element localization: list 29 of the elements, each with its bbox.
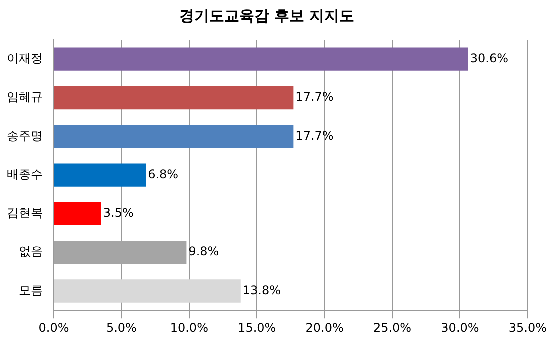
- y-tick-label: 김현복: [7, 206, 43, 220]
- data-label: 13.8%: [242, 283, 281, 298]
- data-label: 30.6%: [470, 51, 508, 66]
- data-label: 17.7%: [296, 128, 334, 143]
- data-label: 6.8%: [148, 167, 179, 182]
- bar: [54, 202, 102, 226]
- y-tick-label: 없음: [19, 244, 43, 259]
- x-tick-label: 10.0%: [170, 320, 208, 335]
- x-tick-label: 35.0%: [508, 320, 547, 335]
- x-tick-label: 5.0%: [106, 320, 137, 335]
- y-tick-label: 임혜규: [7, 90, 43, 104]
- x-tick-label: 25.0%: [373, 320, 412, 335]
- data-label: 3.5%: [103, 206, 134, 220]
- x-tick-label: 20.0%: [306, 320, 344, 335]
- data-label: 9.8%: [188, 244, 220, 259]
- y-tick-label: 송주명: [7, 128, 43, 143]
- x-tick-label: 0.0%: [38, 320, 70, 335]
- data-label: 17.7%: [296, 90, 334, 104]
- bar: [54, 164, 146, 187]
- chart-title: 경기도교육감 후보 지지도: [179, 6, 355, 25]
- y-tick-label: 이재정: [7, 51, 43, 66]
- x-tick-label: 30.0%: [441, 320, 480, 335]
- y-tick-label: 배종수: [7, 167, 43, 182]
- bar: [54, 86, 294, 110]
- x-tick-label: 15.0%: [238, 320, 276, 335]
- bar: [54, 48, 468, 71]
- bar: [54, 125, 294, 148]
- bar: [54, 280, 241, 303]
- y-tick-label: 모름: [19, 283, 43, 298]
